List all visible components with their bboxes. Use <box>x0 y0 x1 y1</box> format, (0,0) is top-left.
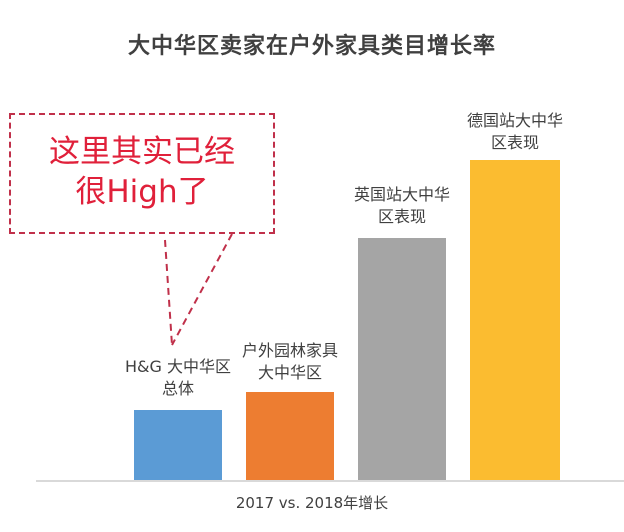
callout-text: 这里其实已经 很High了 <box>9 132 275 212</box>
chart-title: 大中华区卖家在户外家具类目增长率 <box>127 34 496 59</box>
bar-label-line: H&G 大中华区 <box>125 357 231 376</box>
bar-outdoor-furniture <box>246 392 334 480</box>
bar-label-line: 大中华区 <box>257 363 322 382</box>
bar-label-de-site: 德国站大中华 区表现 <box>445 110 585 154</box>
bar-label-uk-site: 英国站大中华 区表现 <box>332 184 472 228</box>
bar-label-line: 总体 <box>161 379 194 398</box>
bar-label-line: 德国站大中华 <box>466 111 563 130</box>
callout-line-2: 很High了 <box>75 174 209 210</box>
bar-hg-total <box>134 410 222 480</box>
bar-label-line: 区表现 <box>377 207 426 226</box>
bar-de-site <box>470 160 560 480</box>
bar-label-line: 户外园林家具 <box>241 341 338 360</box>
callout-box <box>9 113 275 234</box>
bar-label-hg-total: H&G 大中华区 总体 <box>108 356 248 400</box>
bar-label-line: 区表现 <box>490 133 539 152</box>
bar-label-line: 英国站大中华 <box>353 185 450 204</box>
callout-line-1: 这里其实已经 <box>49 134 235 170</box>
bar-label-outdoor-furniture: 户外园林家具 大中华区 <box>220 340 360 384</box>
x-axis-label: 2017 vs. 2018年增长 <box>235 494 389 512</box>
bar-uk-site <box>358 238 446 480</box>
x-axis-line <box>36 480 624 482</box>
